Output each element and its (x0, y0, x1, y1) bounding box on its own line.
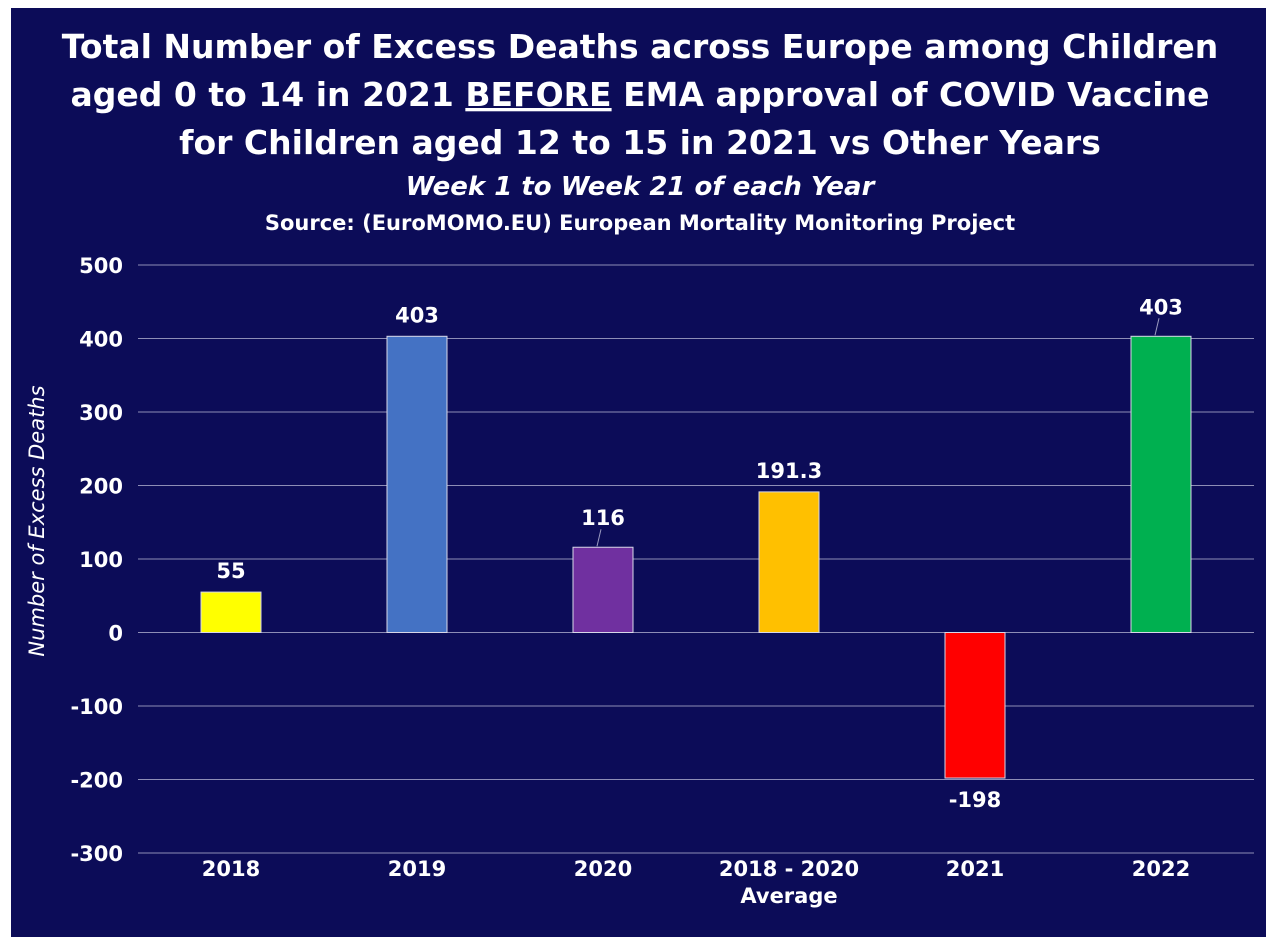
bar (572, 546, 634, 633)
title-line-2-end: EMA approval of COVID Vaccine (612, 75, 1210, 114)
y-tick-label: -300 (70, 842, 123, 866)
bar (758, 491, 820, 633)
x-category-label: 2022 (1132, 857, 1190, 881)
chart-frame: Total Number of Excess Deaths across Eur… (11, 8, 1266, 937)
data-label: 116 (581, 506, 625, 530)
bars (200, 335, 1192, 779)
bar-chart: Total Number of Excess Deaths across Eur… (25, 27, 1254, 908)
x-category-label: 2021 (946, 857, 1004, 881)
data-label: 403 (1139, 295, 1183, 319)
x-category-label: Average (740, 884, 837, 908)
gridlines (138, 264, 1254, 854)
data-label: 403 (395, 303, 439, 327)
x-category-label: 2020 (574, 857, 632, 881)
title-line-2-start: aged 0 to 14 in 2021 (71, 75, 466, 114)
label-leader (1154, 318, 1160, 336)
x-axis-categories: 2018 2019 2020 2018 - 2020 Average 2021 2022 (202, 857, 1190, 908)
bar (200, 591, 262, 634)
chart-title: Total Number of Excess Deaths across Eur… (62, 27, 1218, 162)
label-leader (596, 529, 602, 547)
x-category-label: 2018 (202, 857, 260, 881)
y-tick-label: 0 (108, 622, 123, 646)
bar (386, 335, 448, 633)
data-label: -198 (949, 788, 1002, 812)
y-tick-label: 400 (79, 328, 123, 352)
y-tick-label: 100 (79, 548, 123, 572)
x-category-label: 2019 (388, 857, 446, 881)
y-tick-label: 200 (79, 475, 123, 499)
chart-subtitle: Week 1 to Week 21 of each Year (406, 172, 877, 202)
data-label: 191.3 (756, 459, 822, 483)
title-line-3: for Children aged 12 to 15 in 2021 vs Ot… (179, 123, 1101, 162)
bar (944, 632, 1006, 779)
y-tick-label: 500 (79, 254, 123, 278)
bar (1130, 335, 1192, 633)
title-emphasis: BEFORE (465, 75, 611, 114)
y-tick-label: -100 (70, 695, 123, 719)
title-line-1: Total Number of Excess Deaths across Eur… (62, 27, 1218, 66)
y-tick-label: 300 (79, 401, 123, 425)
x-category-label: 2018 - 2020 (719, 857, 859, 881)
y-axis-title: Number of Excess Deaths (25, 385, 49, 656)
data-label: 55 (216, 559, 245, 583)
y-axis-ticks: 500 400 300 200 100 0 -100 -200 -300 (70, 254, 123, 866)
data-labels: 55 403 116 191.3 -198 403 (216, 295, 1183, 812)
chart-source: Source: (EuroMOMO.EU) European Mortality… (265, 211, 1015, 235)
title-line-2: aged 0 to 14 in 2021 BEFORE EMA approval… (71, 75, 1210, 114)
y-tick-label: -200 (70, 769, 123, 793)
label-leaders (596, 318, 1160, 547)
